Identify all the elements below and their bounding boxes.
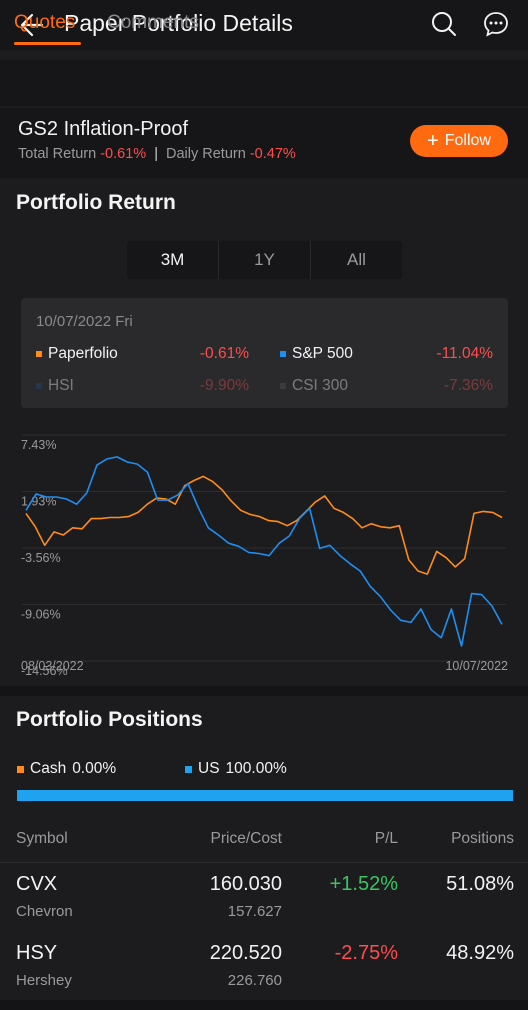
- x-start-label: 08/03/2022: [21, 659, 84, 673]
- allocation-us-label: US: [198, 760, 220, 777]
- range-selector: 3M 1Y All: [127, 241, 402, 279]
- legend-item-csi300[interactable]: CSI 300: [280, 377, 348, 395]
- active-tab-indicator: [14, 42, 81, 45]
- bottom-divider: [0, 1000, 528, 1010]
- row-cost: 226.760: [227, 972, 282, 989]
- range-all-button[interactable]: All: [347, 250, 366, 269]
- portfolio-positions-title: Portfolio Positions: [16, 708, 203, 731]
- allocation-bar: [17, 790, 513, 801]
- x-end-label: 10/07/2022: [445, 659, 508, 673]
- section-divider: [0, 686, 528, 696]
- total-return-value: -0.61%: [100, 146, 147, 162]
- search-icon[interactable]: [430, 10, 458, 38]
- legend-value-paperfolio: -0.61%: [199, 345, 249, 362]
- y-tick-label: -14.56%: [21, 664, 68, 675]
- tab-bar: [0, 60, 528, 106]
- portfolio-return-title: Portfolio Return: [16, 191, 176, 214]
- column-header-price-cost[interactable]: Price/Cost: [210, 830, 283, 847]
- legend-value-csi300: -7.36%: [443, 377, 493, 394]
- chart-legend-panel: 10/07/2022 Fri Paperfolio -0.61% S&P 500…: [21, 298, 508, 408]
- follow-button[interactable]: + Follow: [410, 125, 508, 157]
- paperfolio-swatch: [36, 351, 42, 357]
- row-symbol: HSY: [16, 942, 58, 964]
- row-position: 48.92%: [446, 942, 514, 964]
- legend-item-sp500[interactable]: S&P 500: [280, 345, 353, 363]
- legend-name: HSI: [48, 377, 74, 394]
- y-tick-label: -9.06%: [21, 608, 61, 622]
- portfolio-name: GS2 Inflation-Proof: [18, 118, 189, 140]
- legend-name: CSI 300: [292, 377, 349, 394]
- follow-button-label: Follow: [444, 132, 491, 149]
- row-pl: -2.75%: [334, 942, 398, 964]
- row-company-name: Chevron: [16, 903, 73, 920]
- sp500-swatch: [280, 351, 286, 357]
- tab-comments[interactable]: Comments: [107, 12, 199, 33]
- row-price: 220.520: [209, 942, 282, 964]
- back-arrow-icon[interactable]: [18, 10, 48, 40]
- returns-separator: |: [154, 146, 158, 162]
- daily-return-label: Daily Return: [166, 146, 246, 162]
- row-cost: 157.627: [227, 903, 282, 920]
- column-header-pl[interactable]: P/L: [374, 830, 398, 847]
- total-return-label: Total Return: [18, 146, 97, 162]
- y-tick-label: -3.56%: [21, 551, 61, 565]
- page-title: Paper Portfolio Details: [64, 10, 293, 36]
- top-bar: [0, 0, 528, 50]
- row-company-name: Hershey: [16, 972, 72, 989]
- cash-swatch: [17, 765, 24, 773]
- allocation-cash-label: Cash: [30, 760, 67, 777]
- allocation-us-value: 100.00%: [225, 760, 287, 777]
- legend-item-paperfolio[interactable]: Paperfolio: [36, 345, 118, 363]
- allocation-cash-value: 0.00%: [72, 760, 117, 777]
- column-header-symbol[interactable]: Symbol: [16, 830, 68, 847]
- y-tick-label: 7.43%: [21, 438, 56, 452]
- series-line-sp500: [25, 456, 503, 647]
- row-pl: +1.52%: [329, 873, 398, 895]
- daily-return-value: -0.47%: [249, 146, 296, 162]
- message-icon[interactable]: [482, 10, 510, 38]
- hsi-swatch: [36, 383, 42, 389]
- row-price: 160.030: [209, 873, 282, 895]
- legend-value-sp500: -11.04%: [436, 345, 493, 362]
- table-row[interactable]: CVX Chevron 160.030 157.627 +1.52% 51.08…: [0, 863, 528, 931]
- row-symbol: CVX: [16, 873, 58, 895]
- tab-quotes[interactable]: Quotes: [14, 12, 76, 33]
- us-swatch: [185, 765, 192, 773]
- header-separator: [0, 862, 528, 863]
- column-header-positions[interactable]: Positions: [451, 830, 514, 847]
- returns-summary: Total Return -0.61% | Daily Return -0.47…: [18, 146, 296, 162]
- legend-name: S&P 500: [292, 345, 353, 362]
- plus-icon: +: [427, 130, 439, 152]
- legend-item-hsi[interactable]: HSI: [36, 377, 74, 395]
- legend-value-hsi: -9.90%: [199, 377, 249, 394]
- allocation-cash: Cash 0.00%: [17, 760, 116, 778]
- legend-date: 10/07/2022 Fri: [36, 313, 133, 330]
- table-row[interactable]: HSY Hershey 220.520 226.760 -2.75% 48.92…: [0, 932, 528, 1000]
- legend-name: Paperfolio: [48, 345, 118, 362]
- range-3m-button[interactable]: 3M: [127, 241, 219, 279]
- portfolio-return-chart[interactable]: 7.43%1.93%-3.56%-9.06%-14.56%08/03/2022 1…: [0, 425, 528, 675]
- series-line-paperfolio: [25, 475, 503, 575]
- range-1y-button[interactable]: 1Y: [219, 241, 311, 279]
- allocation-us: US 100.00%: [185, 760, 287, 778]
- csi300-swatch: [280, 383, 286, 389]
- row-position: 51.08%: [446, 873, 514, 895]
